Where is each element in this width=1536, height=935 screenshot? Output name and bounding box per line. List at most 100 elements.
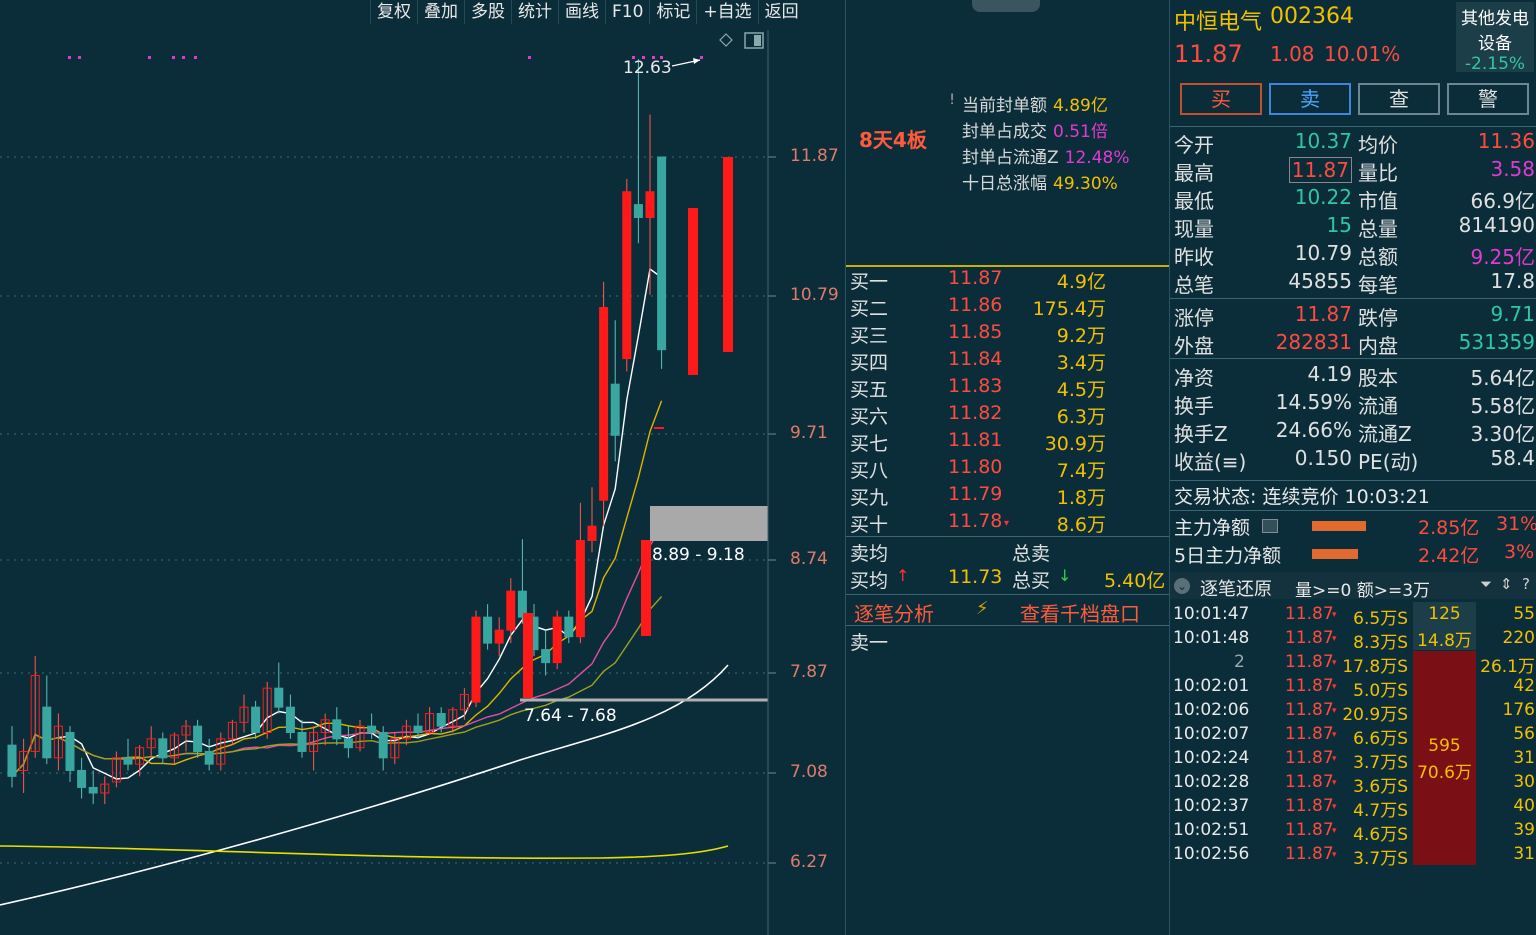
toolbar-btn-f10[interactable]: F10 [605,0,649,24]
filter-icon[interactable]: ⏷ [1480,575,1493,593]
bid-row[interactable]: 买四 11.84 3.4万 [848,348,1166,375]
quote-value: 531359 [1458,330,1535,354]
tick-volume: 8.3万S [1353,633,1408,653]
candle [541,649,551,664]
bid-row[interactable]: 买十 11.78 8.6万 [848,510,1166,537]
toolbar-btn-huaxian[interactable]: 画线 [558,0,605,24]
sector-badge[interactable]: 其他发电 设备 -2.15% [1456,2,1534,74]
pin-icon: ǃ [950,92,955,108]
trade-status: 交易状态: 连续竞价 10:03:21 [1174,486,1430,508]
quote-label: 流通Z [1358,422,1412,446]
candle [332,719,342,740]
panel-toggle-icon[interactable] [744,32,764,49]
quote-label: 今开 [1174,133,1214,157]
candle [622,191,632,360]
bid-label: 买五 [850,379,889,401]
tick-block-2-bottom: 70.6万 [1417,763,1472,783]
bid-volume: 30.9万 [1044,433,1106,455]
total-buy-value: 5.40亿 [1104,570,1166,592]
depth-view-link[interactable]: 查看千档盘口 [1020,602,1140,626]
bid-row[interactable]: 买六 11.82 6.3万 [848,402,1166,429]
quote-value: 17.8 [1490,269,1535,293]
sort-icon[interactable]: ⇕ [1500,575,1513,593]
bid-row[interactable]: 买九 11.79 1.8万 [848,483,1166,510]
quote-row: 总笔 45855 每笔 17.8 [1170,269,1536,297]
tick-row: 10:02:06 11.87 ▾ 20.9万S 176 [1170,700,1536,725]
tick-row: 10:02:37 11.87 ▾ 4.7万S 40 [1170,796,1536,821]
bid-price: 11.80 [948,456,1003,478]
sell-button[interactable]: 卖 [1269,83,1351,115]
candle [227,721,237,740]
alert-button[interactable]: 警 [1447,83,1529,115]
tick-count: 39 [1513,820,1535,840]
tick-down-marker-icon: ▾ [1332,802,1337,812]
price-change-pct: 10.01% [1324,42,1401,66]
tick-time: 10:02:01 [1173,676,1250,696]
buy-avg-label: 买均 [850,570,889,592]
buy-button[interactable]: 买 [1180,83,1262,115]
tick-row: 10:02:24 11.87 ▾ 3.7万S 31 [1170,748,1536,773]
toolbar-btn-fanhui[interactable]: 返回 [757,0,805,24]
seal-row-gain: 十日总涨幅 49.30% [962,174,1118,194]
candle [517,590,527,618]
limit-up-candle [688,208,698,375]
bid-row[interactable]: 买二 11.86 175.4万 [848,294,1166,321]
toolbar-btn-tongji[interactable]: 统计 [511,0,558,24]
bid-label: 买三 [850,325,889,347]
bid-row[interactable]: 买七 11.81 30.9万 [848,429,1166,456]
diamond-icon[interactable] [719,33,733,47]
tick-volume: 4.7万S [1353,801,1408,821]
gap-label-upper: 8.89 - 9.18 [652,545,745,565]
quote-value: 11.87 [1288,157,1352,183]
bid-row[interactable]: 买八 11.80 7.4万 [848,456,1166,483]
help-icon[interactable]: ? [1522,575,1530,593]
quote-label: 总笔 [1174,273,1214,297]
chevron-down-icon[interactable]: ⌄ [1174,578,1190,594]
tick-block-1-bottom: 14.8万 [1417,631,1472,651]
query-button[interactable]: 查 [1358,83,1440,115]
price-axis-label: 7.87 [790,662,828,682]
quote-value: 58.4 [1490,446,1535,470]
bid-label: 买二 [850,298,889,320]
quote-label: 最低 [1174,189,1214,213]
candle [320,719,330,733]
gap-label-lower: 7.64 - 7.68 [524,706,617,726]
toolbar-btn-zixuan[interactable]: +自选 [696,0,757,24]
bid-volume: 4.5万 [1056,379,1106,401]
limit-up-candle [523,613,533,698]
collapse-tab[interactable] [972,0,1040,12]
quote-label: 换手Z [1174,422,1228,446]
tick-down-marker-icon: ▾ [1332,634,1337,644]
quote-value: 15 [1326,213,1352,237]
bid-row[interactable]: 买一 11.87 4.9亿 [848,267,1166,294]
tick-down-marker-icon: ▾ [1332,658,1337,668]
buy-avg-value: 11.73 [948,566,1003,588]
ticks-filter[interactable]: 量>=0 额>=3万 [1295,581,1431,601]
tick-price: 11.87 [1285,628,1334,648]
chart-gridlines [0,156,776,864]
candle [645,191,655,218]
tick-volume: 5.0万S [1353,681,1408,701]
flow-main-bar [1312,521,1366,531]
candle [88,786,98,794]
total-buy-label: 总买 [1012,570,1051,592]
bid-row[interactable]: 买五 11.83 4.5万 [848,375,1166,402]
right-panel: 中恒电气 002364 11.87 1.08 10.01% 其他发电 设备 -2… [1169,0,1536,935]
candle [216,738,226,765]
bid-volume: 1.8万 [1056,487,1106,509]
toolbar-btn-duogu[interactable]: 多股 [464,0,511,24]
candlestick-chart[interactable] [0,0,845,935]
toolbar-btn-biaoji[interactable]: 标记 [649,0,696,24]
toolbar-btn-fuquan[interactable]: 复权 [370,0,417,24]
stock-code: 002364 [1270,4,1354,29]
tick-analysis-link[interactable]: 逐笔分析 [854,602,934,626]
bid-volume: 3.4万 [1056,352,1106,374]
tick-time: 10:02:56 [1173,844,1250,864]
candle [111,757,121,783]
quote-value: 24.66% [1275,418,1352,442]
bid-row[interactable]: 买三 11.85 9.2万 [848,321,1166,348]
tick-volume: 4.6万S [1353,825,1408,845]
list-icon[interactable] [1262,519,1278,533]
bid-label: 买一 [850,271,889,293]
toolbar-btn-diejia[interactable]: 叠加 [417,0,464,24]
